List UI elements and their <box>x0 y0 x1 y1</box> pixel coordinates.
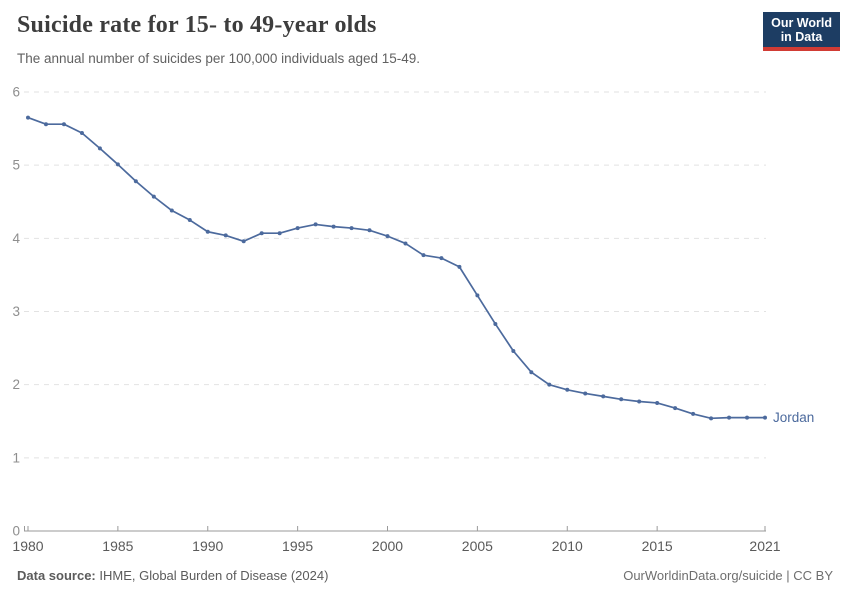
data-point[interactable] <box>295 226 300 231</box>
x-axis-tick-label: 1990 <box>192 538 223 554</box>
data-point[interactable] <box>205 229 210 234</box>
data-source-label: Data source: <box>17 568 96 583</box>
data-point[interactable] <box>241 239 246 244</box>
data-point[interactable] <box>601 394 606 399</box>
data-point[interactable] <box>583 391 588 396</box>
data-point[interactable] <box>277 231 282 236</box>
data-point[interactable] <box>655 400 660 405</box>
entity-label[interactable]: Jordan <box>773 410 814 425</box>
owid-logo[interactable]: Our World in Data <box>763 12 840 51</box>
x-axis-tick-label: 1995 <box>282 538 313 554</box>
data-point[interactable] <box>169 208 174 213</box>
x-axis-tick-label: 2015 <box>642 538 673 554</box>
data-point[interactable] <box>673 406 678 411</box>
y-axis-tick-label: 0 <box>12 524 20 539</box>
owid-logo-line2: in Data <box>780 30 823 44</box>
data-point[interactable] <box>43 122 48 127</box>
data-point[interactable] <box>511 349 516 354</box>
data-point[interactable] <box>457 264 462 269</box>
x-axis-tick-label: 2000 <box>372 538 403 554</box>
data-point[interactable] <box>547 382 552 387</box>
y-axis-tick-label: 3 <box>12 304 20 319</box>
data-point[interactable] <box>151 194 156 199</box>
data-point[interactable] <box>313 222 318 227</box>
data-point[interactable] <box>97 146 102 151</box>
x-axis-tick-label: 2010 <box>552 538 583 554</box>
data-point[interactable] <box>385 234 390 239</box>
data-source-note: Data source: IHME, Global Burden of Dise… <box>17 568 328 583</box>
y-axis-tick-label: 4 <box>12 231 20 246</box>
data-point[interactable] <box>187 218 192 223</box>
data-point[interactable] <box>367 228 372 233</box>
data-point[interactable] <box>133 179 138 184</box>
data-point[interactable] <box>619 397 624 402</box>
data-point[interactable] <box>61 122 66 127</box>
y-axis-tick-label: 2 <box>12 377 20 392</box>
data-point[interactable] <box>565 387 570 392</box>
data-point[interactable] <box>475 293 480 298</box>
data-point[interactable] <box>26 115 30 120</box>
data-line[interactable] <box>27 116 765 420</box>
y-axis-tick-label: 6 <box>12 85 20 100</box>
y-axis-tick-label: 5 <box>12 158 20 173</box>
license-link[interactable]: OurWorldinData.org/suicide | CC BY <box>623 568 833 583</box>
data-point[interactable] <box>637 399 642 404</box>
data-point[interactable] <box>223 233 228 238</box>
data-point[interactable] <box>349 226 354 231</box>
y-axis-tick-label: 1 <box>12 450 20 465</box>
data-point[interactable] <box>745 415 750 420</box>
data-point[interactable] <box>691 411 696 416</box>
data-point[interactable] <box>79 130 84 135</box>
data-point[interactable] <box>727 415 732 420</box>
data-point[interactable] <box>259 231 264 236</box>
owid-logo-line1: Our World <box>771 16 832 30</box>
x-axis-tick-label: 2021 <box>749 538 780 554</box>
data-point[interactable] <box>439 256 444 261</box>
data-point[interactable] <box>403 241 408 246</box>
data-point[interactable] <box>421 253 426 258</box>
data-point[interactable] <box>709 416 714 421</box>
data-point[interactable] <box>493 321 498 326</box>
page-subtitle: The annual number of suicides per 100,00… <box>17 51 421 66</box>
x-axis-tick-label: 1985 <box>102 538 133 554</box>
data-source-text: IHME, Global Burden of Disease (2024) <box>95 568 329 583</box>
x-axis-tick-label: 1980 <box>12 538 43 554</box>
data-point[interactable] <box>115 162 120 167</box>
data-point[interactable] <box>529 370 534 375</box>
data-point[interactable] <box>763 415 767 420</box>
data-point[interactable] <box>331 224 336 229</box>
page-title: Suicide rate for 15- to 49-year olds <box>17 12 377 38</box>
x-axis-tick-label: 2005 <box>462 538 493 554</box>
